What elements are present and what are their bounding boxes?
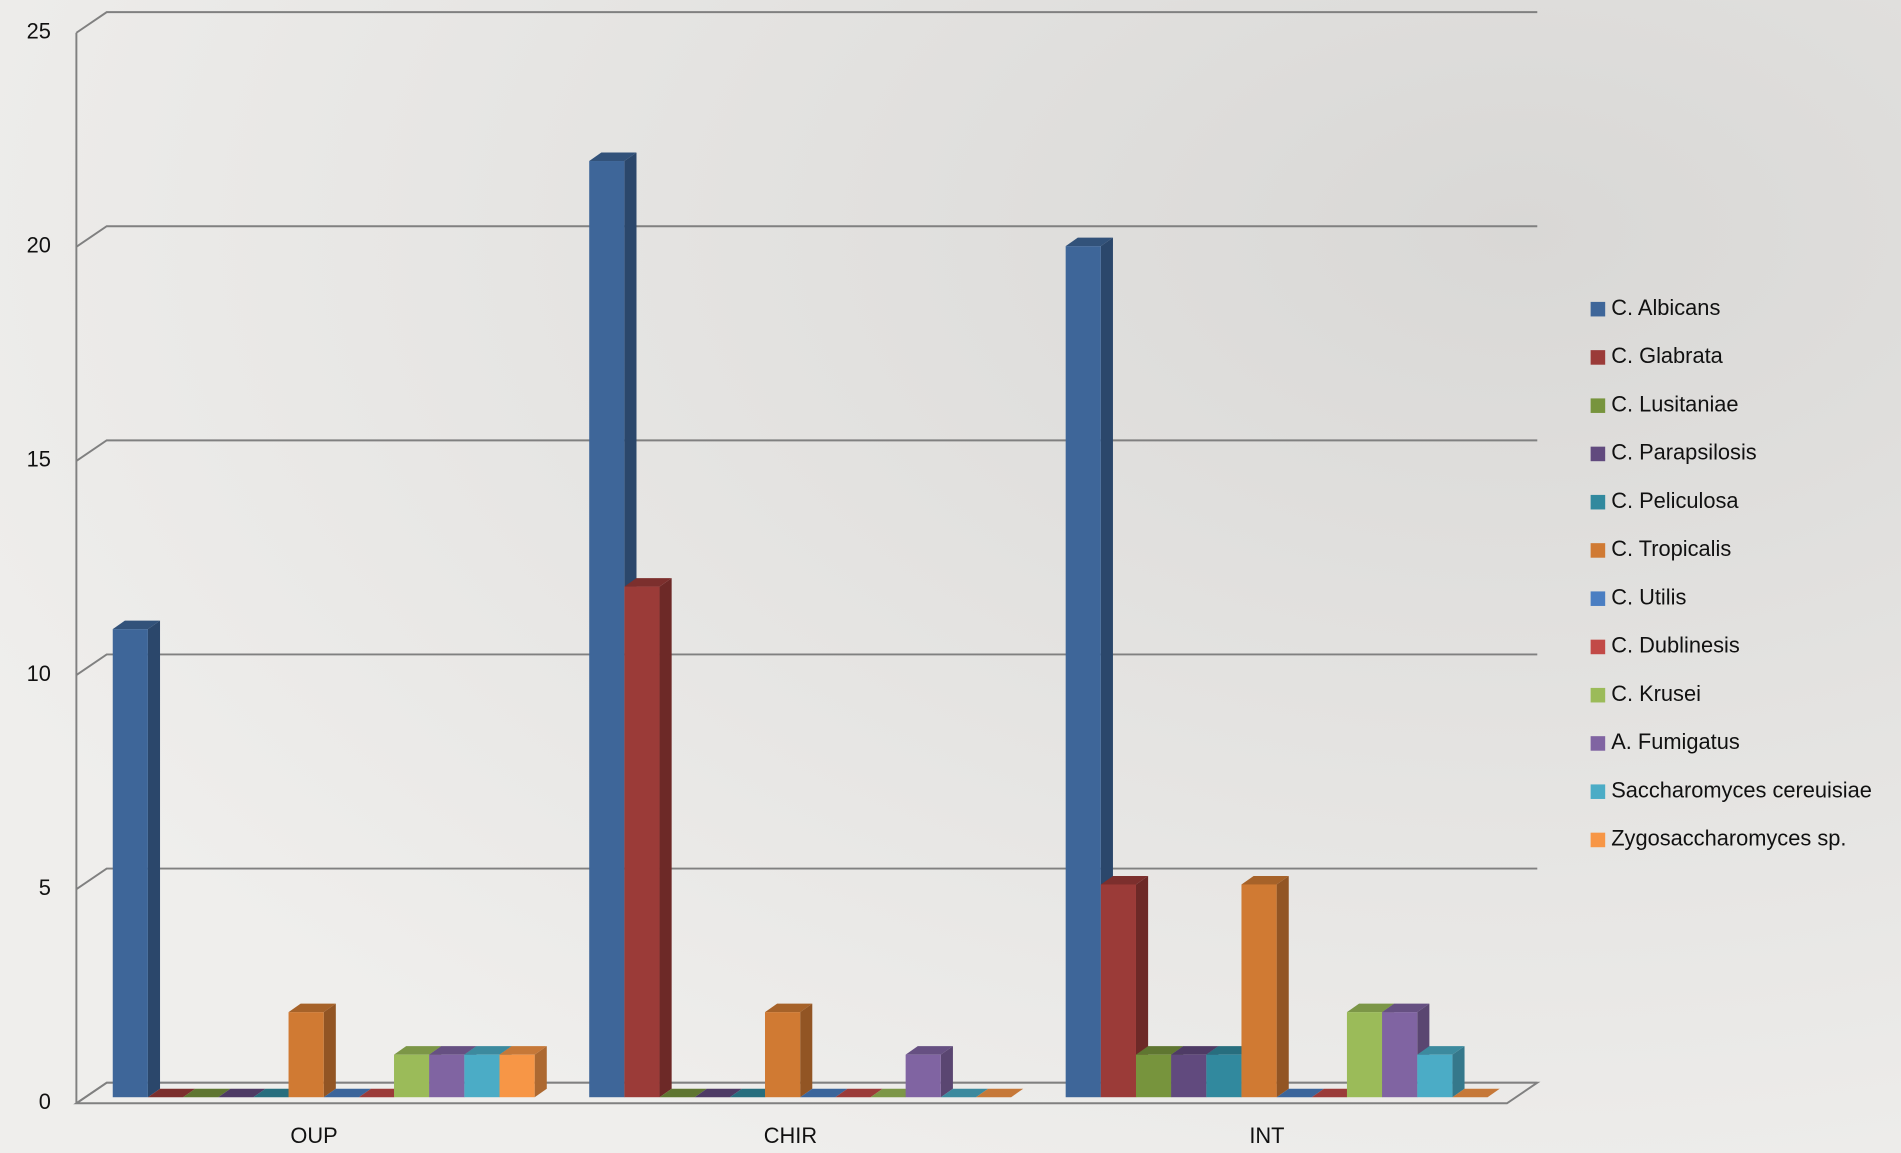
bar-top (1135, 1046, 1184, 1055)
bar (1171, 1054, 1207, 1098)
legend-label: Saccharomyces cereuisiae (1611, 777, 1872, 802)
legend-swatch (1590, 639, 1606, 655)
legend-label: Zygosaccharomyces sp. (1611, 826, 1846, 851)
bar-top (940, 1088, 989, 1098)
bar (589, 161, 625, 1098)
bar (288, 1012, 324, 1098)
bar-top (1382, 1003, 1430, 1013)
bar-top (835, 1088, 883, 1098)
legend-label: A. Fumigatus (1611, 729, 1740, 754)
bar-top (464, 1046, 512, 1055)
legend-label: C. Peliculosa (1611, 488, 1739, 513)
legend-swatch (1590, 301, 1606, 317)
bar (1346, 1012, 1383, 1098)
bar-side (1452, 1046, 1465, 1098)
grid-line (75, 1081, 1538, 1105)
y-tick-label: 10 (27, 661, 51, 686)
legend-swatch (1590, 591, 1606, 606)
x-tick-label: CHIR (764, 1123, 817, 1148)
bar (394, 1054, 430, 1098)
grid-line (75, 11, 1538, 34)
bar-side (534, 1046, 547, 1098)
bar (1382, 1012, 1418, 1098)
bar-top (499, 1046, 547, 1055)
legend-label: C. Tropicalis (1611, 536, 1731, 561)
legend-swatch (1590, 687, 1606, 703)
bar-top (624, 578, 672, 587)
bar (1100, 884, 1136, 1098)
legend-label: C. Lusitaniae (1611, 391, 1738, 416)
legend-swatch (1590, 494, 1606, 510)
bar-top (1065, 237, 1113, 247)
grid-line (75, 439, 1538, 462)
bar (1135, 1054, 1172, 1098)
bar-side (1276, 875, 1289, 1098)
bar-top (288, 1003, 336, 1013)
bar-top (1241, 875, 1289, 885)
bar-top (694, 1088, 742, 1098)
bar-top (1346, 1003, 1395, 1013)
legend-label: C. Glabrata (1611, 343, 1723, 368)
bar-top (659, 1088, 707, 1098)
bar-top (218, 1088, 266, 1098)
bar-top (394, 1046, 442, 1055)
bar-top (429, 1046, 477, 1055)
bar (1065, 246, 1101, 1098)
y-tick-label: 0 (39, 1089, 51, 1114)
x-tick-label: INT (1249, 1123, 1284, 1148)
legend-swatch (1590, 784, 1606, 799)
bar (1206, 1054, 1242, 1098)
bar (429, 1054, 465, 1098)
grid-line (75, 653, 1538, 676)
bar (624, 586, 660, 1098)
legend-label: C. Parapsilosis (1611, 440, 1757, 465)
legend-swatch (1590, 446, 1606, 462)
bar (1417, 1054, 1453, 1098)
y-tick-label: 5 (39, 875, 51, 900)
legend-label: C. Krusei (1611, 681, 1701, 706)
bar-side (147, 620, 161, 1098)
bar-top (1417, 1046, 1465, 1055)
legend-label: C. Utilis (1611, 584, 1686, 609)
legend-swatch (1590, 398, 1606, 413)
x-tick-label: OUP (290, 1123, 337, 1148)
bar-top (323, 1088, 371, 1098)
legend-swatch (1590, 543, 1606, 558)
bar-top (905, 1046, 953, 1055)
bar-top (1100, 875, 1149, 885)
legend-swatch (1590, 832, 1606, 848)
legend-swatch (1590, 736, 1606, 751)
grid-line (75, 225, 1538, 248)
legend-swatch (1590, 350, 1606, 365)
bar-top (112, 620, 161, 630)
bar (765, 1012, 801, 1098)
bar-side (323, 1003, 336, 1098)
bar-top (800, 1088, 848, 1098)
bar-top (589, 152, 637, 162)
bar-top (975, 1088, 1024, 1098)
bar (112, 629, 148, 1098)
y-tick-label: 20 (27, 233, 51, 258)
bar-top (765, 1003, 813, 1013)
bar-side (800, 1003, 813, 1098)
bar-top (147, 1088, 196, 1098)
bar-top (1276, 1088, 1324, 1098)
bar-top (1452, 1088, 1500, 1098)
y-tick-label: 25 (27, 19, 51, 44)
bar (905, 1054, 941, 1098)
y-tick-label: 15 (27, 447, 51, 472)
bar-side (659, 578, 672, 1098)
bar-top (183, 1088, 231, 1098)
legend-label: C. Albicans (1611, 295, 1720, 320)
legend-label: C. Dublinesis (1611, 633, 1740, 658)
bar-side (940, 1046, 953, 1098)
bar (1241, 884, 1277, 1098)
bar (464, 1054, 500, 1098)
grid-line (75, 867, 1538, 890)
bar (499, 1054, 535, 1098)
bar-side (1135, 875, 1149, 1098)
bar-top (1171, 1046, 1219, 1055)
